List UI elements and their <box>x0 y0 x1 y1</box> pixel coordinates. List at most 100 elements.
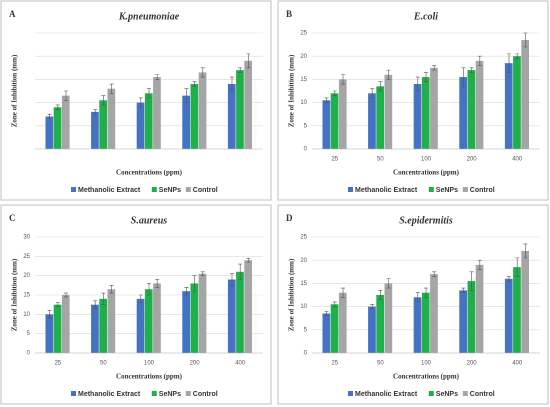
legend-label: SeNPs <box>159 391 181 398</box>
error-bar <box>229 273 234 286</box>
bar <box>322 313 331 353</box>
bar <box>244 60 253 150</box>
y-tick-label: 20 <box>300 258 307 264</box>
legend-label: SeNPs <box>436 187 458 194</box>
legend-label: Methanolic Extract <box>355 187 418 194</box>
panel-frame <box>0 204 272 405</box>
x-tick-label: 50 <box>377 361 384 367</box>
legend-label: SeNPs <box>436 391 458 398</box>
y-tick-label: 0 <box>304 147 308 153</box>
error-bar <box>424 287 428 298</box>
error-bar <box>469 271 474 291</box>
error-bar <box>324 97 329 103</box>
bar <box>368 306 376 353</box>
error-bar <box>229 76 234 92</box>
bar <box>91 304 99 353</box>
error-bar <box>461 67 466 87</box>
bar <box>330 304 339 353</box>
chart-title: S.epidermitis <box>399 215 453 226</box>
error-bar <box>415 292 420 303</box>
panel: B E.coli 0 5 10 15 20 25 25 50 100 200 400 Zone of In… <box>277 0 549 201</box>
error-bar <box>432 271 437 277</box>
x-tick-label: 100 <box>144 361 155 367</box>
error-bar <box>432 65 437 71</box>
panel-frame <box>0 0 272 201</box>
x-tick-label: 50 <box>100 361 107 367</box>
x-axis-label: Concentrations (ppm) <box>116 373 183 381</box>
legend-label: Methanolic Extract <box>78 391 141 398</box>
error-bar <box>101 292 106 305</box>
bar <box>459 290 467 353</box>
bar <box>99 298 108 353</box>
bar <box>368 93 376 149</box>
legend-swatch <box>428 391 434 396</box>
error-bar <box>370 303 375 310</box>
error-bar <box>47 310 52 319</box>
error-bar <box>101 95 106 106</box>
bar <box>376 295 385 353</box>
bar <box>144 289 153 353</box>
error-bar <box>246 257 251 263</box>
legend-swatch <box>151 391 157 396</box>
error-bar <box>55 104 60 110</box>
bar <box>521 250 530 353</box>
bar <box>45 116 54 149</box>
error-bar <box>477 259 482 270</box>
error-bar <box>506 53 511 73</box>
y-tick-label: 15 <box>300 77 307 83</box>
error-bar <box>192 81 197 87</box>
bar <box>61 95 70 149</box>
bar <box>136 298 145 353</box>
error-bar <box>332 301 337 307</box>
bar <box>467 281 476 353</box>
bar <box>475 60 484 150</box>
error-bar <box>324 310 329 317</box>
bar <box>61 295 70 353</box>
y-axis-label: Zone of Inhibition (mm) <box>11 54 19 127</box>
y-tick-label: 0 <box>304 351 308 357</box>
x-axis-label: Concentrations (ppm) <box>116 169 183 177</box>
error-bar <box>415 76 420 92</box>
error-bar <box>378 81 383 92</box>
bar <box>338 79 347 149</box>
error-bar <box>64 292 69 298</box>
x-tick-label: 400 <box>512 157 523 163</box>
bar <box>198 72 207 149</box>
error-bar <box>332 90 337 96</box>
x-tick-label: 100 <box>421 157 432 163</box>
error-bar <box>138 97 143 108</box>
bar <box>236 70 244 149</box>
error-bar <box>55 302 60 307</box>
error-bar <box>461 287 466 293</box>
bar <box>136 102 145 149</box>
bar <box>190 283 199 353</box>
y-tick-label: 10 <box>300 304 307 310</box>
bar <box>153 77 161 149</box>
bar <box>513 56 521 150</box>
error-bar <box>109 83 114 94</box>
y-tick-label: 0 <box>27 351 31 357</box>
bar <box>244 260 253 353</box>
error-bar <box>147 283 151 296</box>
x-tick-label: 100 <box>421 361 432 367</box>
bar <box>504 63 513 149</box>
bar <box>198 273 207 353</box>
error-bar <box>147 88 151 99</box>
y-tick-label: 25 <box>23 254 30 260</box>
error-bar <box>477 55 482 66</box>
y-tick-label: 5 <box>304 327 308 333</box>
x-tick-label: 400 <box>512 361 523 367</box>
bar <box>413 297 422 353</box>
bar <box>513 267 521 353</box>
y-tick-label: 5 <box>27 331 31 337</box>
bar <box>467 70 476 149</box>
bar <box>421 77 430 149</box>
bar <box>384 283 393 353</box>
x-tick-label: 25 <box>54 361 61 367</box>
y-tick-label: 20 <box>23 273 30 279</box>
bar <box>99 100 108 149</box>
error-bar <box>238 263 243 280</box>
error-bar <box>378 290 383 300</box>
y-tick-label: 15 <box>23 293 30 299</box>
